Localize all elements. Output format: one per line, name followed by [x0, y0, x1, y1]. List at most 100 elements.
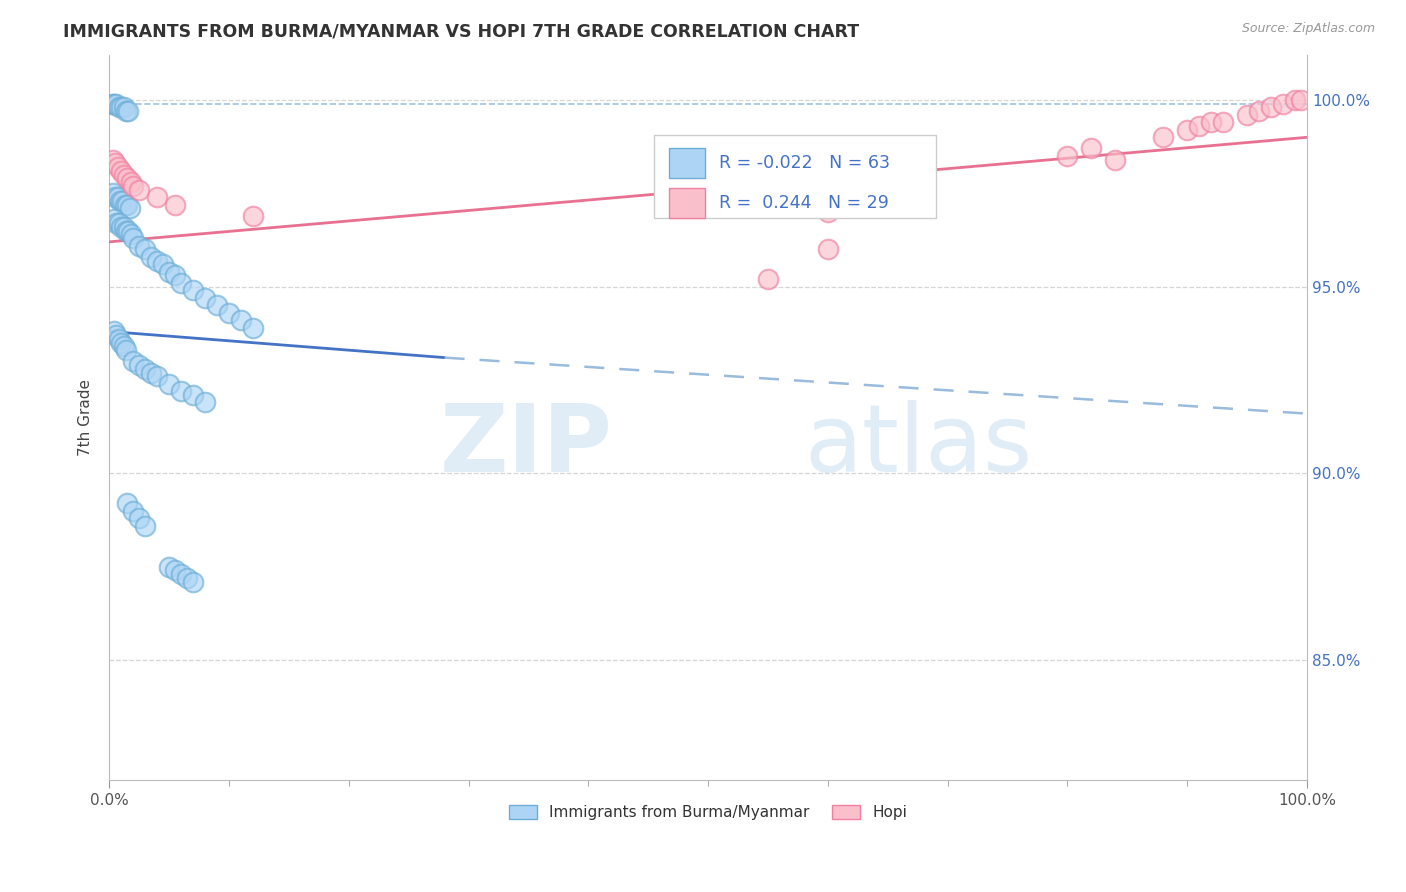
Point: [128, 183, 150, 197]
Point: [112, 219, 135, 234]
Point: [1188, 119, 1211, 133]
Bar: [669, 148, 704, 178]
Point: [110, 100, 132, 114]
Point: [165, 197, 187, 211]
Point: [756, 272, 779, 286]
Point: [1175, 123, 1198, 137]
Point: [1152, 130, 1174, 145]
Text: R = -0.022   N = 63: R = -0.022 N = 63: [718, 154, 890, 172]
Text: ZIP: ZIP: [440, 401, 613, 492]
Point: [1212, 115, 1234, 129]
Point: [176, 571, 198, 585]
Point: [100, 96, 122, 111]
Text: R =  0.244   N = 29: R = 0.244 N = 29: [718, 194, 889, 212]
Point: [165, 268, 187, 283]
Point: [107, 160, 129, 174]
Point: [103, 325, 125, 339]
Point: [1080, 141, 1102, 155]
Point: [112, 100, 135, 114]
Point: [1249, 104, 1271, 119]
Point: [108, 332, 131, 346]
Point: [112, 339, 135, 353]
Point: [101, 186, 124, 201]
Text: atlas: atlas: [804, 401, 1032, 492]
Point: [122, 504, 145, 518]
Point: [115, 197, 138, 211]
Point: [134, 361, 156, 376]
Point: [146, 190, 169, 204]
Point: [107, 190, 129, 204]
Point: [1260, 100, 1282, 114]
Point: [229, 313, 252, 327]
Point: [194, 291, 217, 305]
Point: [152, 257, 174, 271]
Point: [120, 175, 142, 189]
Point: [1056, 149, 1078, 163]
Point: [117, 104, 139, 119]
Point: [181, 388, 204, 402]
Point: [120, 227, 142, 242]
Point: [122, 354, 145, 368]
Point: [817, 243, 839, 257]
Point: [117, 224, 139, 238]
Point: [101, 153, 124, 167]
Point: [170, 384, 193, 399]
Point: [817, 205, 839, 219]
Bar: [654, 135, 936, 219]
Point: [205, 298, 228, 312]
Point: [1284, 93, 1306, 107]
Point: [115, 104, 138, 119]
Point: [104, 156, 127, 170]
Bar: [669, 188, 704, 219]
Point: [1199, 115, 1222, 129]
Point: [157, 265, 180, 279]
Point: [108, 194, 131, 208]
Point: [111, 194, 134, 208]
Point: [108, 100, 131, 114]
Point: [1272, 96, 1295, 111]
Point: [141, 366, 163, 380]
Legend: Immigrants from Burma/Myanmar, Hopi: Immigrants from Burma/Myanmar, Hopi: [503, 798, 912, 826]
Point: [218, 306, 240, 320]
Text: IMMIGRANTS FROM BURMA/MYANMAR VS HOPI 7TH GRADE CORRELATION CHART: IMMIGRANTS FROM BURMA/MYANMAR VS HOPI 7T…: [63, 22, 859, 40]
Text: Source: ZipAtlas.com: Source: ZipAtlas.com: [1241, 22, 1375, 36]
Point: [128, 511, 150, 525]
Point: [114, 197, 136, 211]
Point: [103, 96, 125, 111]
Point: [194, 395, 217, 409]
Point: [146, 253, 169, 268]
Point: [146, 369, 169, 384]
Point: [122, 231, 145, 245]
Point: [134, 518, 156, 533]
Point: [118, 201, 141, 215]
Point: [170, 567, 193, 582]
Y-axis label: 7th Grade: 7th Grade: [79, 379, 93, 456]
Point: [157, 559, 180, 574]
Point: [181, 574, 204, 589]
Point: [181, 284, 204, 298]
Point: [128, 238, 150, 252]
Point: [122, 178, 145, 193]
Point: [112, 168, 135, 182]
Point: [242, 320, 264, 334]
Point: [242, 209, 264, 223]
Point: [157, 376, 180, 391]
Point: [141, 250, 163, 264]
Point: [105, 328, 128, 343]
Point: [1289, 93, 1312, 107]
Point: [115, 496, 138, 510]
Point: [105, 96, 128, 111]
Point: [110, 219, 132, 234]
Point: [128, 358, 150, 372]
Point: [165, 564, 187, 578]
Point: [1236, 108, 1258, 122]
Point: [134, 243, 156, 257]
Point: [104, 190, 127, 204]
Point: [103, 212, 125, 227]
Point: [110, 335, 132, 350]
Point: [170, 276, 193, 290]
Point: [115, 171, 138, 186]
Point: [115, 343, 138, 358]
Point: [105, 216, 128, 230]
Point: [110, 164, 132, 178]
